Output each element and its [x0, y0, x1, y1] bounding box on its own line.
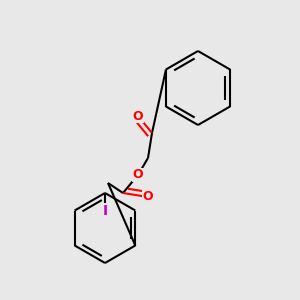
- Text: I: I: [102, 204, 108, 218]
- Text: O: O: [133, 110, 143, 122]
- Text: O: O: [143, 190, 153, 203]
- Text: O: O: [133, 169, 143, 182]
